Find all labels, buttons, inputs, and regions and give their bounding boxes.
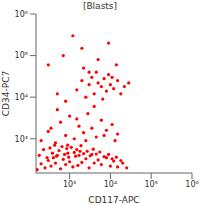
- svg-text:10⁴: 10⁴: [15, 93, 28, 102]
- svg-text:10⁶: 10⁶: [185, 180, 192, 189]
- svg-text:CD34-PC7: CD34-PC7: [8, 71, 11, 116]
- svg-text:10³: 10³: [63, 180, 76, 189]
- svg-text:10⁵: 10⁵: [145, 180, 158, 189]
- svg-text:10⁴: 10⁴: [104, 180, 117, 189]
- svg-text:CD117-APC: CD117-APC: [88, 195, 139, 205]
- svg-text:10³: 10³: [15, 135, 28, 144]
- html-text:[Blasts]: [Blasts]: [82, 1, 118, 11]
- svg-text:10⁵: 10⁵: [15, 51, 28, 60]
- svg-text:10⁶: 10⁶: [15, 10, 28, 19]
